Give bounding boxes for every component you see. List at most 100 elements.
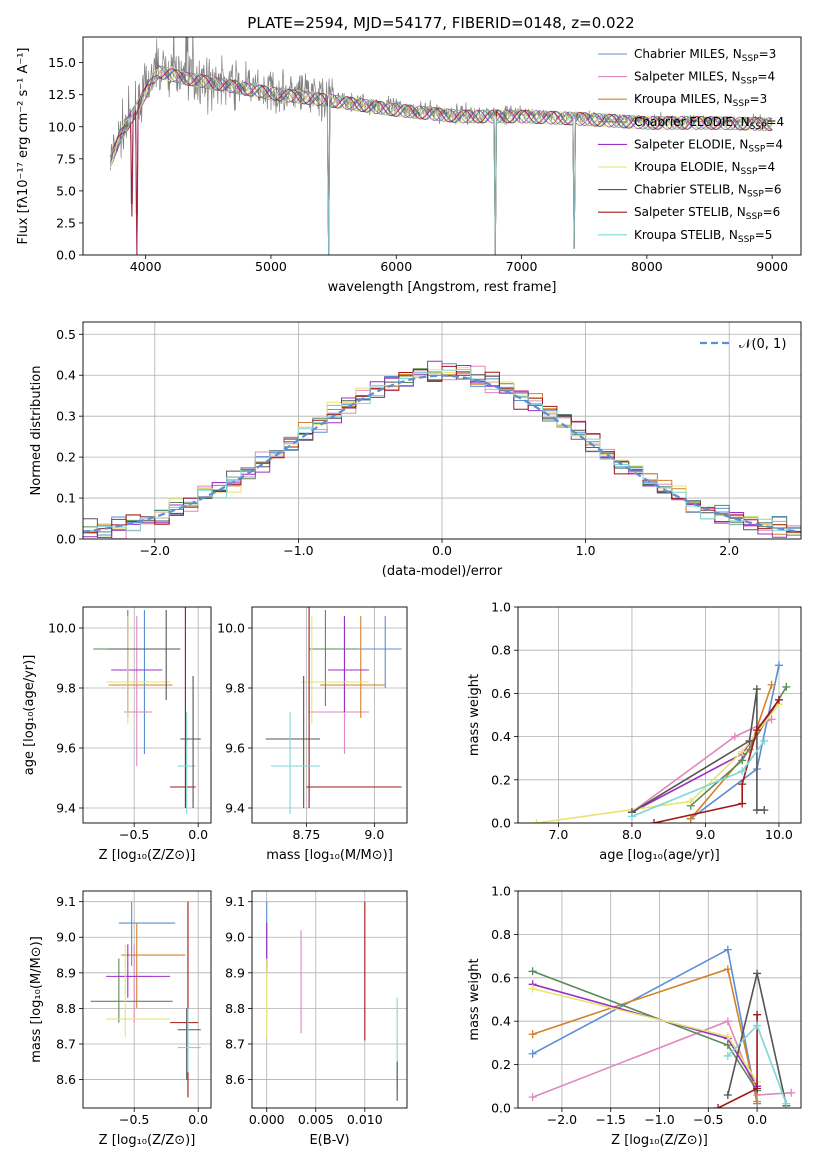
tick-label-y: 9.1 (225, 894, 245, 909)
axes-frame (82, 606, 212, 824)
legend-subscript: SSP (733, 99, 750, 109)
axes-frame (251, 606, 408, 824)
axes-frame (517, 890, 802, 1109)
tick-label-x: 0.0 (432, 543, 452, 558)
legend-subscript: SSP (750, 122, 767, 132)
tick-label-y: 8.7 (56, 1036, 76, 1051)
legend-label: Chabrier ELODIE, NSSP=4 (634, 115, 784, 132)
axes-frame (82, 890, 212, 1109)
mass-weight-marker (714, 1104, 723, 1108)
tick-label-y: 1.0 (491, 884, 511, 899)
mass-weight-marker (738, 747, 747, 756)
y-axis-label: mass [log₁₀(M/M⊙)] (29, 936, 44, 1063)
tick-label-y: 0.0 (491, 1101, 511, 1116)
mass-weight-line (536, 703, 780, 823)
tick-label-x: −1.0 (283, 543, 313, 558)
mass-weight-marker (528, 1030, 537, 1039)
mass-weight-line (532, 970, 758, 1092)
tick-label-y: 0.2 (56, 450, 76, 465)
residual-histogram (83, 369, 801, 532)
mass-weight-marker (753, 1084, 762, 1093)
tick-label-x: 2.0 (719, 543, 739, 558)
legend-tail: =5 (755, 228, 773, 242)
tick-label-y: 0.3 (56, 409, 76, 424)
tick-label-y: 9.0 (225, 930, 245, 945)
tick-label-x: 10.0 (765, 827, 793, 842)
legend-subscript: SSP (741, 77, 758, 87)
mass-weight-marker (723, 965, 732, 974)
tick-label-x: −0.5 (119, 827, 149, 842)
tick-label-y: 9.0 (56, 930, 76, 945)
tick-label-x: 7.0 (548, 827, 568, 842)
legend-tail: =3 (759, 47, 777, 61)
mass-weight-marker (528, 1093, 537, 1102)
mass-weight-marker (723, 945, 732, 954)
tick-label-y: 9.8 (225, 681, 245, 696)
panel-spectrum: 4000 5000 6000 7000 8000 9000 0.0 2.5 5.0 7.5 10.0… (16, 36, 802, 295)
tick-label-y: 9.6 (225, 741, 245, 756)
mass-weight-marker (774, 661, 783, 670)
mass-weight-marker (745, 736, 754, 745)
legend-subscript: SSP (748, 144, 765, 154)
mass-weight-line (532, 948, 758, 1104)
mass-weight-marker (753, 1097, 762, 1106)
plot-area-weight-vs-age (532, 661, 791, 823)
legend-label: Kroupa MILES, NSSP=3 (634, 92, 767, 109)
x-axis-label: age [log₁₀(age/yr)] (599, 848, 720, 863)
y-axis-label: mass weight (467, 674, 482, 756)
panel-residuals: −2.0 −1.0 0.0 1.0 2.0 0.0 0.1 0.2 0.3 0.4 0.5 (data… (29, 321, 802, 579)
plot-area-age-vs-Z (93, 607, 201, 814)
tick-label-y: 0.0 (56, 532, 76, 547)
tick-label-x: 0.0 (747, 1112, 767, 1127)
mass-weight-marker (767, 680, 776, 689)
panel-weight-vs-age: 7.0 8.0 9.0 10.0 0.0 0.2 0.4 0.6 0.8 1.0 age [log₁… (467, 600, 802, 863)
tick-label-y: 7.5 (56, 151, 76, 166)
tick-label-x: 8.0 (622, 827, 642, 842)
tick-label-x: 9.0 (364, 827, 384, 842)
legend-tail: =6 (764, 183, 782, 197)
mass-weight-marker (787, 1088, 796, 1097)
legend-label: 𝒩(0, 1) (739, 337, 786, 352)
tick-label-x: 6000 (380, 259, 412, 274)
tick-label-y: 0.6 (491, 686, 511, 701)
tick-label-x: 0.000 (249, 1112, 285, 1127)
y-axis-label: mass weight (467, 958, 482, 1040)
legend-subscript: SSP (746, 212, 763, 222)
tick-label-x: −1.5 (596, 1112, 626, 1127)
tick-label-x: 8000 (631, 259, 663, 274)
mass-weight-marker (528, 984, 537, 993)
y-axis-label: age [log₁₀(age/yr)] (22, 655, 37, 776)
tick-label-x: 8.75 (292, 827, 320, 842)
tick-label-y: 0.4 (56, 368, 76, 383)
legend-tail: =4 (757, 160, 775, 174)
mass-weight-marker (528, 967, 537, 976)
legend-subscript: SSP (747, 190, 764, 200)
tick-label-y: 8.6 (225, 1072, 245, 1087)
mass-weight-marker (627, 812, 636, 821)
mass-weight-marker (782, 1099, 791, 1108)
tick-label-y: 9.8 (56, 681, 76, 696)
axes-frame (82, 36, 802, 256)
tick-label-y: 0.2 (491, 772, 511, 787)
x-axis-label: Z [log₁₀(Z/Z⊙)] (99, 848, 196, 863)
tick-label-x: 0.0 (188, 827, 208, 842)
mass-weight-marker (753, 1010, 762, 1019)
tick-label-x: −2.0 (547, 1112, 577, 1127)
tick-label-x: −0.5 (119, 1112, 149, 1127)
legend-tail: =6 (763, 205, 781, 219)
x-axis-label: wavelength [Angstrom, rest frame] (328, 280, 557, 295)
axes-frame (251, 890, 408, 1109)
plot-area-spectrum (110, 37, 773, 255)
legend-label: Chabrier MILES, NSSP=3 (634, 47, 776, 64)
mass-weight-marker (738, 767, 747, 776)
tick-label-y: 12.5 (48, 87, 76, 102)
tick-label-x: −1.0 (644, 1112, 674, 1127)
tick-label-x: 5000 (255, 259, 287, 274)
normal-reference-curve (83, 374, 799, 533)
mass-weight-marker (752, 726, 761, 735)
tick-label-y: 1.0 (491, 600, 511, 615)
tick-label-y: 0.4 (491, 729, 511, 744)
mass-weight-marker (738, 780, 747, 789)
legend-subscript: SSP (742, 54, 759, 64)
axes-frame (517, 606, 802, 824)
